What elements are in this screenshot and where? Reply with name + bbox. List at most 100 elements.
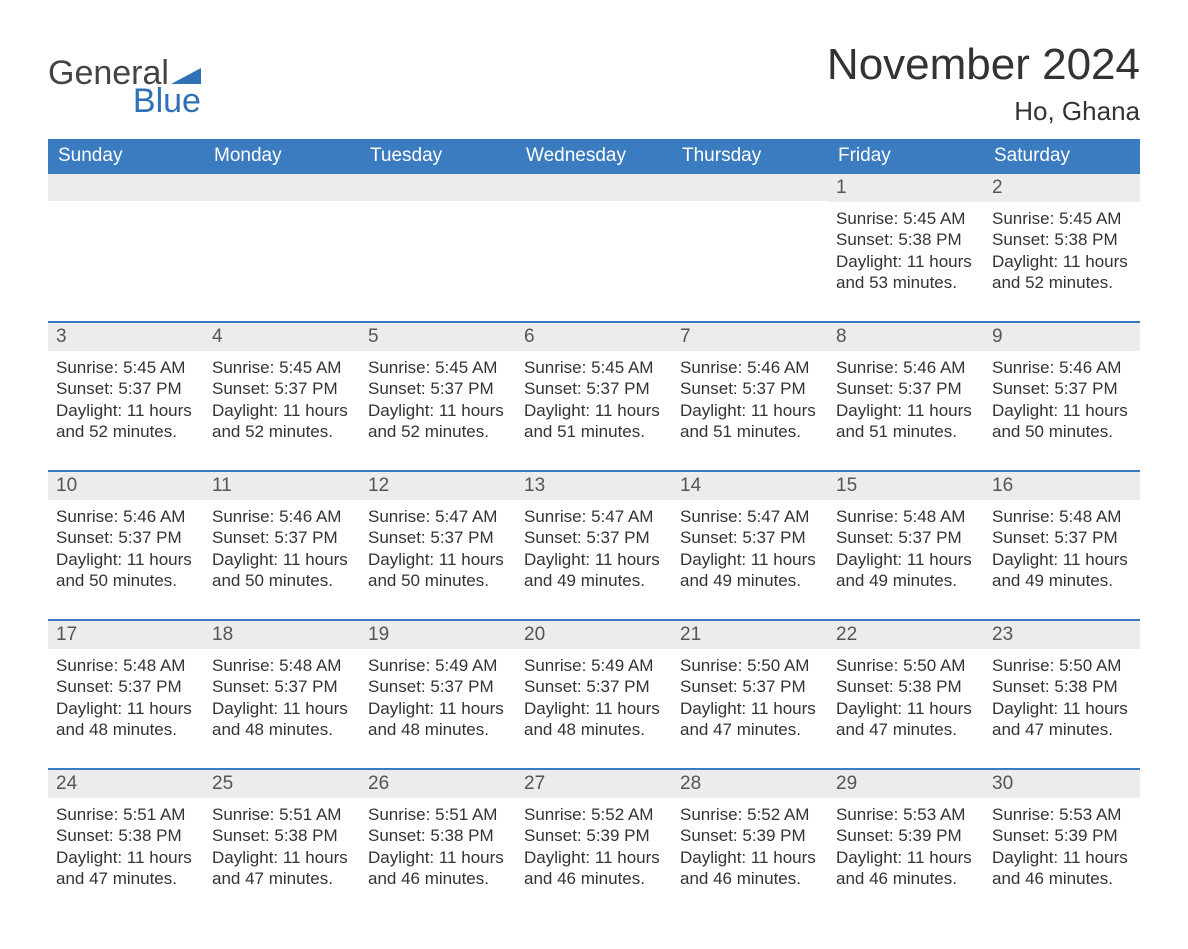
sunrise-line: Sunrise: 5:45 AM — [992, 208, 1132, 229]
daylight-line: Daylight: 11 hours and 50 minutes. — [56, 549, 196, 592]
weekday-label: Monday — [204, 139, 360, 174]
day-number: 14 — [672, 472, 828, 500]
daylight-line: Daylight: 11 hours and 50 minutes. — [212, 549, 352, 592]
daylight-line: Daylight: 11 hours and 49 minutes. — [524, 549, 664, 592]
weekday-label: Saturday — [984, 139, 1140, 174]
sunrise-line: Sunrise: 5:46 AM — [212, 506, 352, 527]
calendar-day: 6Sunrise: 5:45 AMSunset: 5:37 PMDaylight… — [516, 323, 672, 442]
day-details: Sunrise: 5:46 AMSunset: 5:37 PMDaylight:… — [984, 351, 1140, 442]
sunset-line: Sunset: 5:38 PM — [56, 825, 196, 846]
sunset-line: Sunset: 5:38 PM — [836, 229, 976, 250]
day-number — [360, 174, 516, 201]
daylight-line: Daylight: 11 hours and 46 minutes. — [524, 847, 664, 890]
sunrise-line: Sunrise: 5:45 AM — [56, 357, 196, 378]
daylight-line: Daylight: 11 hours and 48 minutes. — [368, 698, 508, 741]
weekday-label: Thursday — [672, 139, 828, 174]
calendar-day-empty — [204, 174, 360, 293]
sunrise-line: Sunrise: 5:51 AM — [212, 804, 352, 825]
day-details: Sunrise: 5:49 AMSunset: 5:37 PMDaylight:… — [516, 649, 672, 740]
weekday-label: Friday — [828, 139, 984, 174]
calendar-day: 25Sunrise: 5:51 AMSunset: 5:38 PMDayligh… — [204, 770, 360, 889]
day-number: 16 — [984, 472, 1140, 500]
weekday-label: Sunday — [48, 139, 204, 174]
daylight-line: Daylight: 11 hours and 52 minutes. — [368, 400, 508, 443]
daylight-line: Daylight: 11 hours and 50 minutes. — [368, 549, 508, 592]
day-details: Sunrise: 5:50 AMSunset: 5:38 PMDaylight:… — [828, 649, 984, 740]
calendar-week: 1Sunrise: 5:45 AMSunset: 5:38 PMDaylight… — [48, 174, 1140, 293]
day-details: Sunrise: 5:45 AMSunset: 5:38 PMDaylight:… — [828, 202, 984, 293]
calendar-page: General Blue November 2024 Ho, Ghana Sun… — [0, 0, 1188, 949]
day-number: 2 — [984, 174, 1140, 202]
day-number — [672, 174, 828, 201]
daylight-line: Daylight: 11 hours and 49 minutes. — [680, 549, 820, 592]
sunrise-line: Sunrise: 5:47 AM — [680, 506, 820, 527]
sunset-line: Sunset: 5:37 PM — [836, 378, 976, 399]
sunset-line: Sunset: 5:39 PM — [836, 825, 976, 846]
sunrise-line: Sunrise: 5:45 AM — [836, 208, 976, 229]
sunrise-line: Sunrise: 5:46 AM — [836, 357, 976, 378]
daylight-line: Daylight: 11 hours and 48 minutes. — [212, 698, 352, 741]
day-number: 15 — [828, 472, 984, 500]
daylight-line: Daylight: 11 hours and 52 minutes. — [992, 251, 1132, 294]
sunrise-line: Sunrise: 5:46 AM — [992, 357, 1132, 378]
day-number: 30 — [984, 770, 1140, 798]
day-number: 11 — [204, 472, 360, 500]
sunrise-line: Sunrise: 5:48 AM — [992, 506, 1132, 527]
title-block: November 2024 Ho, Ghana — [827, 40, 1140, 127]
sunset-line: Sunset: 5:37 PM — [212, 676, 352, 697]
calendar-day: 14 Sunrise: 5:47 AMSunset: 5:37 PMDayligh… — [672, 472, 828, 591]
sunrise-line: Sunrise: 5:51 AM — [368, 804, 508, 825]
daylight-line: Daylight: 11 hours and 52 minutes. — [56, 400, 196, 443]
calendar-grid: SundayMondayTuesdayWednesdayThursdayFrid… — [48, 139, 1140, 889]
daylight-line: Daylight: 11 hours and 47 minutes. — [836, 698, 976, 741]
day-number: 13 — [516, 472, 672, 500]
sunset-line: Sunset: 5:38 PM — [368, 825, 508, 846]
sunrise-line: Sunrise: 5:48 AM — [212, 655, 352, 676]
sunset-line: Sunset: 5:37 PM — [368, 676, 508, 697]
calendar-day: 5Sunrise: 5:45 AMSunset: 5:37 PMDaylight… — [360, 323, 516, 442]
day-number: 22 — [828, 621, 984, 649]
day-number: 25 — [204, 770, 360, 798]
daylight-line: Daylight: 11 hours and 47 minutes. — [680, 698, 820, 741]
day-number: 4 — [204, 323, 360, 351]
day-number: 12 — [360, 472, 516, 500]
day-details: Sunrise: 5:48 AMSunset: 5:37 PMDaylight:… — [828, 500, 984, 591]
day-number — [516, 174, 672, 201]
day-details: Sunrise: 5:52 AMSunset: 5:39 PMDaylight:… — [516, 798, 672, 889]
sunrise-line: Sunrise: 5:45 AM — [524, 357, 664, 378]
sunrise-line: Sunrise: 5:48 AM — [836, 506, 976, 527]
sunset-line: Sunset: 5:37 PM — [680, 527, 820, 548]
calendar-day: 18Sunrise: 5:48 AMSunset: 5:37 PMDayligh… — [204, 621, 360, 740]
sunrise-line: Sunrise: 5:48 AM — [56, 655, 196, 676]
sunrise-line: Sunrise: 5:47 AM — [524, 506, 664, 527]
day-number — [48, 174, 204, 201]
sunrise-line: Sunrise: 5:53 AM — [836, 804, 976, 825]
day-number: 19 — [360, 621, 516, 649]
day-number: 5 — [360, 323, 516, 351]
daylight-line: Daylight: 11 hours and 49 minutes. — [836, 549, 976, 592]
day-number: 9 — [984, 323, 1140, 351]
sunrise-line: Sunrise: 5:45 AM — [212, 357, 352, 378]
day-number: 29 — [828, 770, 984, 798]
calendar-day: 15Sunrise: 5:48 AMSunset: 5:37 PMDayligh… — [828, 472, 984, 591]
calendar-day-empty — [672, 174, 828, 293]
daylight-line: Daylight: 11 hours and 46 minutes. — [836, 847, 976, 890]
sunset-line: Sunset: 5:37 PM — [524, 527, 664, 548]
calendar-day-empty — [48, 174, 204, 293]
day-details: Sunrise: 5:45 AMSunset: 5:37 PMDaylight:… — [48, 351, 204, 442]
sunset-line: Sunset: 5:37 PM — [368, 527, 508, 548]
calendar-week: 17Sunrise: 5:48 AMSunset: 5:37 PMDayligh… — [48, 619, 1140, 740]
day-number: 24 — [48, 770, 204, 798]
day-number: 7 — [672, 323, 828, 351]
calendar-day: 16Sunrise: 5:48 AMSunset: 5:37 PMDayligh… — [984, 472, 1140, 591]
sunset-line: Sunset: 5:37 PM — [836, 527, 976, 548]
day-number: 20 — [516, 621, 672, 649]
daylight-line: Daylight: 11 hours and 53 minutes. — [836, 251, 976, 294]
sunrise-line: Sunrise: 5:50 AM — [680, 655, 820, 676]
day-details: Sunrise: 5:51 AMSunset: 5:38 PMDaylight:… — [48, 798, 204, 889]
day-number: 17 — [48, 621, 204, 649]
sunrise-line: Sunrise: 5:46 AM — [56, 506, 196, 527]
day-details: Sunrise: 5:48 AMSunset: 5:37 PMDaylight:… — [48, 649, 204, 740]
calendar-week: 10Sunrise: 5:46 AMSunset: 5:37 PMDayligh… — [48, 470, 1140, 591]
day-number: 23 — [984, 621, 1140, 649]
